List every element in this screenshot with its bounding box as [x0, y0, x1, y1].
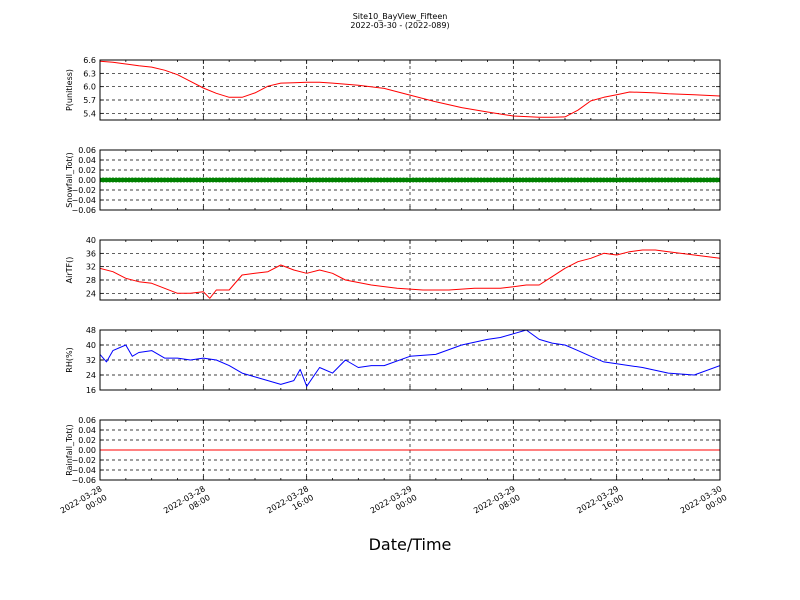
y-tick-label: −0.06 — [71, 206, 96, 215]
y-tick-label: 24 — [86, 289, 96, 298]
y-tick-label: −0.06 — [71, 476, 96, 485]
y-tick-label: 0.04 — [78, 426, 96, 435]
series-line — [100, 330, 720, 387]
y-tick-label: 24 — [86, 371, 96, 380]
y-tick-label: 6.0 — [83, 83, 96, 92]
y-tick-label: 5.7 — [83, 96, 96, 105]
series-layer — [100, 60, 720, 118]
y-tick-label: 0.02 — [78, 166, 96, 175]
y-tick-label: 0.00 — [78, 446, 96, 455]
y-axis-label: RH(%) — [65, 347, 74, 372]
axes-frame — [99, 59, 721, 121]
y-tick-label: −0.04 — [71, 196, 96, 205]
y-tick-label: 5.4 — [83, 109, 96, 118]
y-tick-label: 0.00 — [78, 176, 96, 185]
y-tick-label: 16 — [86, 386, 96, 395]
y-tick-label: 6.6 — [83, 56, 96, 65]
axes-frame — [99, 419, 721, 481]
data-point — [717, 177, 720, 183]
y-tick-label: −0.04 — [71, 466, 96, 475]
y-axis-label: AirTF() — [65, 257, 74, 284]
x-axis-label: Date/Time — [369, 535, 452, 554]
panel-1: 6.6 6.3 6.0 5.7 5.4 P(unitless) — [65, 56, 721, 121]
panel-2: 0.060.040.020.00−0.02−0.04−0.06Snowfall_… — [65, 146, 721, 215]
figure-title-line1: Site10_BayView_Fifteen — [353, 12, 448, 21]
y-tick-label: 0.06 — [78, 416, 96, 425]
y-tick-label: 0.04 — [78, 156, 96, 165]
axes-frame — [99, 329, 721, 391]
y-tick-label: 6.3 — [83, 69, 96, 78]
y-tick-label: −0.02 — [71, 456, 96, 465]
series-layer — [100, 249, 720, 299]
axes-frame — [99, 239, 721, 301]
y-tick-label: 32 — [86, 263, 96, 272]
axes-frame — [99, 149, 721, 211]
y-axis-label: P(unitless) — [65, 69, 74, 111]
panel-4: 48 40 32 24 16 RH(%) — [65, 326, 721, 395]
panel-3: 40 36 32 28 24 AirTF() — [65, 236, 721, 301]
y-tick-label: 28 — [86, 276, 96, 285]
y-axis-label: Rainfall_Tot() — [65, 424, 74, 476]
y-tick-label: 40 — [86, 236, 96, 245]
y-axis-label: Snowfall_Tot() — [65, 152, 74, 208]
series-line — [100, 60, 720, 118]
y-tick-label: 48 — [86, 326, 96, 335]
series-line — [100, 249, 720, 299]
y-tick-label: −0.02 — [71, 186, 96, 195]
y-tick-label: 0.02 — [78, 436, 96, 445]
y-tick-label: 32 — [86, 356, 96, 365]
panels: 6.66.36.05.75.4P(unitless)0.060.040.020.… — [65, 56, 721, 485]
series-layer — [100, 330, 720, 387]
series-layer — [100, 177, 720, 183]
y-tick-label: 36 — [86, 249, 96, 258]
y-tick-label: 0.06 — [78, 146, 96, 155]
figure-title-line2: 2022-03-30 - (2022-089) — [350, 21, 449, 30]
y-tick-label: 40 — [86, 341, 96, 350]
panel-5: 0.060.040.020.00−0.02−0.04−0.06Rainfall_… — [65, 416, 721, 485]
